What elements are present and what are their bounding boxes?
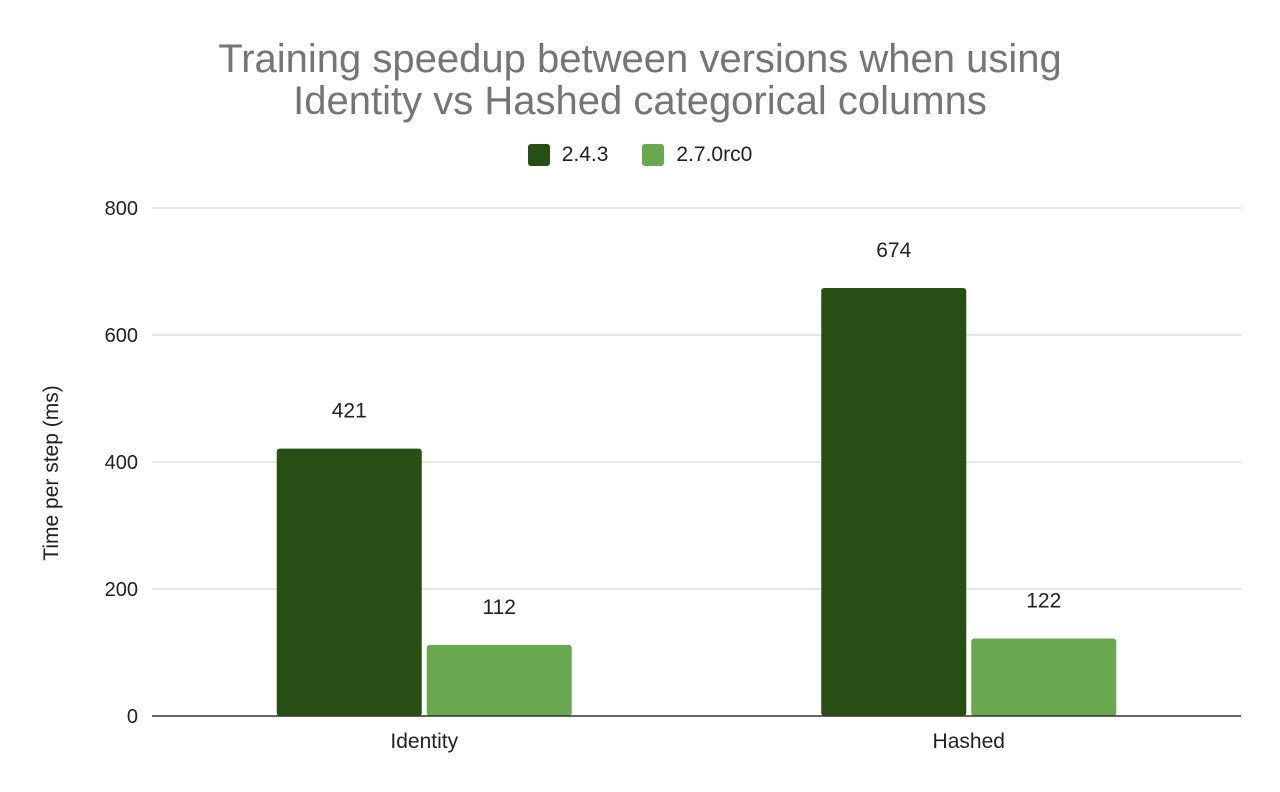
- y-tick-label-800: 800: [105, 198, 138, 220]
- data-label-identity-series-1: 421: [332, 400, 367, 423]
- chart-title-line-2: Identity vs Hashed categorical columns: [293, 79, 987, 123]
- legend-swatch-series-1: [527, 144, 550, 166]
- data-label-hashed-series-2: 122: [1026, 590, 1061, 613]
- legend-label-series-2: 2.7.0rc0: [676, 143, 753, 166]
- legend-item-series-2: 2.7.0rc0: [642, 143, 752, 167]
- legend-item-series-1: 2.4.3: [527, 143, 609, 167]
- y-tick-label-200: 200: [105, 579, 138, 601]
- x-tick-label-identity: Identity: [390, 730, 458, 753]
- legend-label-series-1: 2.4.3: [561, 143, 609, 166]
- y-tick-label-600: 600: [105, 325, 138, 347]
- legend: 2.4.3 2.7.0rc0: [0, 143, 1280, 167]
- legend-swatch-series-2: [642, 144, 665, 166]
- data-label-identity-series-2: 112: [483, 596, 516, 619]
- chart-title-line-1: Training speedup between versions when u…: [218, 37, 1062, 81]
- bar-hashed-series-1: [821, 288, 967, 716]
- x-tick-label-hashed: Hashed: [933, 730, 1005, 753]
- y-tick-label-0: 0: [127, 706, 138, 728]
- y-tick-label-400: 400: [105, 452, 138, 474]
- bar-identity-series-1: [276, 448, 422, 716]
- bar-identity-series-2: [426, 644, 572, 716]
- data-label-hashed-series-1: 674: [876, 239, 911, 262]
- bar-hashed-series-2: [971, 638, 1117, 716]
